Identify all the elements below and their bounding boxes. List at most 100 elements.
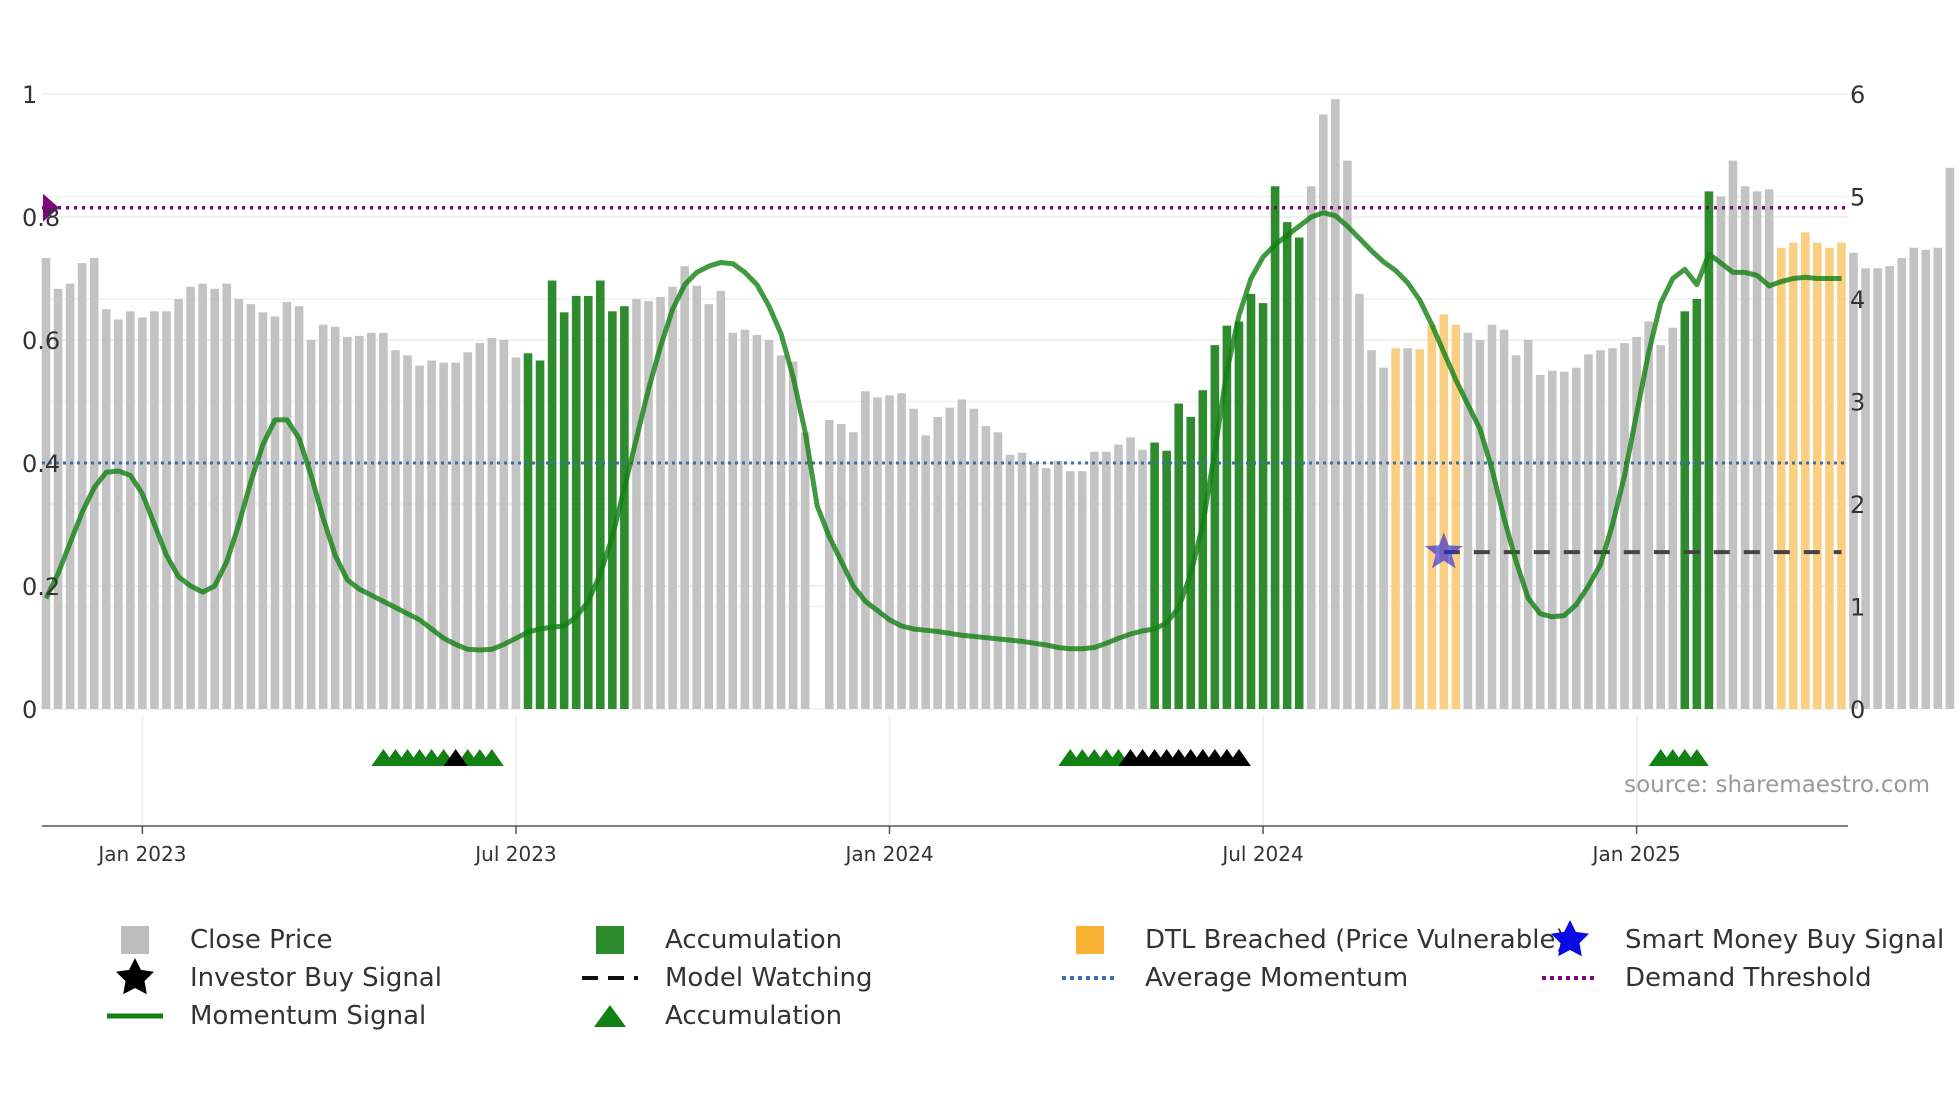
close-price-bar	[897, 393, 906, 709]
close-price-bar	[909, 408, 918, 709]
close-price-bar	[391, 350, 400, 709]
accumulation-bar	[1186, 416, 1196, 709]
close-price-bar	[511, 357, 521, 709]
close-price-bar	[921, 435, 930, 709]
close-price-bar	[1716, 196, 1726, 709]
close-price-bar	[680, 266, 689, 709]
close-price-bar	[776, 355, 786, 709]
close-price-bar	[198, 283, 207, 709]
right-tick-label: 6	[1850, 81, 1865, 109]
close-price-bar	[1547, 370, 1557, 709]
close-price-bar	[1138, 449, 1147, 709]
close-price-bar	[1728, 160, 1738, 709]
dtl-bar	[1415, 349, 1424, 709]
accumulation-bar	[1174, 403, 1183, 709]
close-price-bar	[65, 283, 75, 709]
accumulation-bar	[523, 353, 533, 709]
right-tick-label: 3	[1850, 389, 1865, 417]
close-price-bar	[1005, 454, 1015, 709]
dtl-bar	[1439, 314, 1449, 709]
close-price-bar	[1885, 266, 1894, 709]
accumulation-bar	[1294, 237, 1304, 709]
close-price-bar	[740, 329, 750, 709]
close-price-bar	[439, 362, 448, 709]
close-price-bar	[415, 365, 424, 709]
close-price-bar	[475, 343, 485, 709]
close-price-bar	[1355, 293, 1364, 709]
close-price-bar	[1102, 451, 1111, 709]
accumulation-bar	[1680, 311, 1690, 709]
x-tick-label: Jul 2024	[1220, 842, 1303, 866]
close-price-bar	[1487, 324, 1497, 709]
dtl-bar	[1391, 348, 1400, 709]
close-price-bar	[53, 288, 63, 709]
close-price-bar	[282, 302, 292, 709]
smart-money-star	[1424, 532, 1463, 569]
close-price-bar	[728, 332, 738, 709]
close-price-bar	[234, 299, 244, 709]
close-price-bar	[1596, 350, 1605, 709]
close-price-bar	[1114, 444, 1123, 709]
close-price-bar	[294, 306, 304, 709]
close-price-bar	[692, 285, 701, 709]
close-price-bar	[1584, 354, 1593, 709]
close-price-bar	[752, 334, 762, 709]
right-tick-label: 0	[1850, 696, 1865, 724]
close-price-bar	[1668, 327, 1678, 709]
close-price-bar	[1933, 247, 1943, 709]
close-price-bar	[1017, 452, 1027, 709]
close-price-bar	[1306, 186, 1316, 709]
close-price-bar	[210, 288, 219, 709]
accumulation-bar	[1198, 390, 1208, 709]
close-price-bar	[1921, 249, 1931, 710]
close-price-bar	[138, 317, 147, 709]
close-price-bar	[463, 352, 473, 709]
dtl-bar	[1788, 242, 1798, 709]
x-tick-label: Jul 2023	[473, 842, 556, 866]
close-price-bar	[270, 316, 280, 709]
close-price-bar	[668, 286, 677, 709]
close-price-bar	[788, 361, 798, 709]
close-price-bar	[1463, 332, 1473, 709]
close-price-bar	[885, 395, 894, 709]
close-price-bar	[1090, 451, 1099, 709]
close-price-bar	[1897, 258, 1906, 709]
close-price-bar	[41, 258, 51, 709]
accumulation-bar	[1150, 442, 1159, 709]
accumulation-bar	[608, 311, 617, 709]
accumulation-bar	[1270, 186, 1280, 709]
accumulation-bar	[1222, 325, 1232, 709]
accumulation-bar	[1234, 321, 1244, 709]
close-price-bar	[764, 340, 774, 709]
close-price-bar	[1873, 268, 1882, 709]
close-price-bar	[873, 397, 882, 709]
close-price-bar	[1632, 336, 1641, 709]
close-price-bar	[451, 362, 460, 709]
close-price-bar	[1523, 340, 1533, 709]
source-text: source: sharemaestro.com	[1624, 772, 1930, 798]
close-price-bar	[1379, 367, 1388, 709]
close-price-bar	[1572, 367, 1581, 709]
right-tick-label: 1	[1850, 594, 1865, 622]
accumulation-triangle	[1684, 749, 1709, 766]
close-price-bar	[981, 426, 991, 709]
right-tick-label: 4	[1850, 286, 1865, 314]
close-price-bar	[1644, 321, 1653, 709]
accumulation-bar	[583, 295, 593, 709]
close-price-bar	[150, 311, 159, 709]
close-price-bar	[355, 335, 364, 709]
close-price-bar	[1343, 160, 1352, 709]
right-tick-label: 2	[1850, 491, 1865, 519]
close-price-bar	[861, 391, 870, 709]
close-price-bar	[126, 311, 135, 709]
close-price-bar	[933, 416, 942, 709]
dtl-bar	[1801, 232, 1810, 709]
close-price-bar	[1053, 460, 1063, 709]
close-price-bar	[957, 399, 967, 709]
dtl-bar	[1776, 247, 1786, 709]
close-price-bar	[1849, 252, 1858, 709]
close-price-bar	[704, 304, 714, 709]
accumulation-bar	[571, 295, 581, 709]
dtl-bar	[1813, 242, 1822, 709]
close-price-bar	[1945, 167, 1955, 710]
